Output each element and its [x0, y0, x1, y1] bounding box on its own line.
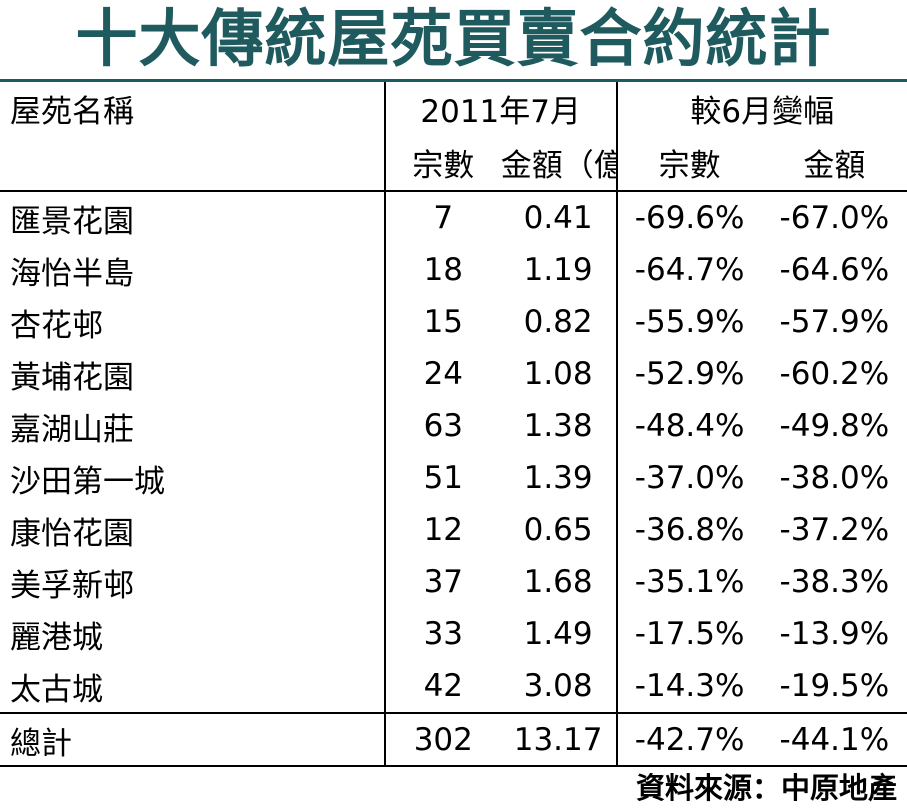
amount-cell: 1.39	[500, 452, 618, 504]
change-amount-cell: -19.5%	[779, 668, 890, 704]
change-count-cell: -17.5%	[634, 616, 745, 652]
count-cell: 63	[423, 408, 464, 444]
count-cell: 42	[423, 668, 464, 704]
data-table: 屋苑名稱 2011年7月 較6月變幅 宗數 金額（億元） 宗數 金額 匯景花園 7…	[0, 79, 907, 766]
amount-cell: 0.82	[500, 296, 618, 348]
change-count-cell: -36.8%	[634, 512, 745, 548]
table-row: 麗港城 33 1.49 -17.5% -13.9%	[0, 608, 907, 660]
estate-name-cell: 太古城	[0, 660, 386, 713]
header-name: 屋苑名稱	[0, 80, 386, 135]
count-cell: 51	[423, 460, 464, 496]
source-note: 資料來源：中原地產	[635, 771, 897, 805]
estate-name-cell: 美孚新邨	[0, 556, 386, 608]
amount-cell: 13.17	[500, 713, 618, 766]
estate-name-cell: 麗港城	[0, 608, 386, 660]
estate-name-cell: 黃埔花園	[0, 348, 386, 400]
header-change-count: 宗數	[658, 148, 721, 184]
amount-cell: 1.08	[500, 348, 618, 400]
amount-cell: 1.68	[500, 556, 618, 608]
header-name-blank	[0, 135, 386, 191]
change-count-cell: -42.7%	[634, 722, 745, 758]
table-row: 沙田第一城 51 1.39 -37.0% -38.0%	[0, 452, 907, 504]
count-cell: 18	[423, 252, 464, 288]
estate-name-cell: 沙田第一城	[0, 452, 386, 504]
change-amount-cell: -38.3%	[779, 564, 890, 600]
table-row: 匯景花園 7 0.41 -69.6% -67.0%	[0, 191, 907, 244]
table-row: 美孚新邨 37 1.68 -35.1% -38.3%	[0, 556, 907, 608]
header-amount: 金額（億元）	[500, 135, 618, 191]
amount-cell: 1.19	[500, 244, 618, 296]
change-count-cell: -55.9%	[634, 304, 745, 340]
estate-name-cell: 嘉湖山莊	[0, 400, 386, 452]
change-amount-cell: -13.9%	[779, 616, 890, 652]
amount-cell: 0.41	[500, 191, 618, 244]
chart-title: 十大傳統屋苑買賣合約統計	[75, 2, 832, 75]
header-period: 2011年7月	[385, 81, 617, 136]
change-count-cell: -14.3%	[634, 668, 745, 704]
table-row: 杏花邨 15 0.82 -55.9% -57.9%	[0, 296, 907, 348]
count-cell: 302	[413, 722, 473, 758]
count-cell: 7	[433, 200, 454, 236]
header-row-2: 宗數 金額（億元） 宗數 金額	[0, 135, 907, 191]
header-period-label: 2011年7月	[420, 94, 582, 130]
header-change: 較6月變幅	[615, 80, 907, 135]
estate-name-cell: 匯景花園	[0, 191, 386, 244]
estate-name-cell: 海怡半島	[0, 244, 386, 296]
change-count-cell: -52.9%	[634, 356, 745, 392]
table-row: 太古城 42 3.08 -14.3% -19.5%	[0, 660, 907, 713]
amount-cell: 0.65	[500, 504, 618, 556]
bottom-rule	[0, 765, 907, 767]
change-count-cell: -64.7%	[634, 252, 745, 288]
count-cell: 24	[423, 356, 464, 392]
change-amount-cell: -49.8%	[779, 408, 890, 444]
estate-name-cell: 康怡花園	[0, 504, 386, 556]
header-change-label: 較6月變幅	[690, 94, 835, 130]
amount-cell: 1.49	[500, 608, 618, 660]
change-amount-cell: -67.0%	[779, 200, 890, 236]
total-row: 總計 302 13.17 -42.7% -44.1%	[0, 713, 907, 766]
change-amount-cell: -60.2%	[779, 356, 890, 392]
table-row: 黃埔花園 24 1.08 -52.9% -60.2%	[0, 348, 907, 400]
count-cell: 37	[423, 564, 464, 600]
table-row: 嘉湖山莊 63 1.38 -48.4% -49.8%	[0, 400, 907, 452]
change-amount-cell: -37.2%	[779, 512, 890, 548]
amount-cell: 1.38	[500, 400, 618, 452]
change-amount-cell: -44.1%	[779, 722, 890, 758]
change-amount-cell: -38.0%	[779, 460, 890, 496]
change-count-cell: -69.6%	[634, 200, 745, 236]
change-amount-cell: -57.9%	[779, 304, 890, 340]
count-cell: 15	[423, 304, 464, 340]
header-change-amount: 金額	[803, 148, 866, 184]
change-count-cell: -37.0%	[634, 460, 745, 496]
table-row: 康怡花園 12 0.65 -36.8% -37.2%	[0, 504, 907, 556]
table-row: 海怡半島 18 1.19 -64.7% -64.6%	[0, 244, 907, 296]
count-cell: 33	[423, 616, 464, 652]
header-count: 宗數	[412, 148, 475, 184]
change-amount-cell: -64.6%	[779, 252, 890, 288]
estate-name-cell: 總計	[0, 713, 386, 766]
estate-name-cell: 杏花邨	[0, 296, 386, 348]
count-cell: 12	[423, 512, 464, 548]
amount-cell: 3.08	[500, 660, 618, 713]
change-count-cell: -35.1%	[634, 564, 745, 600]
header-row-1: 屋苑名稱 2011年7月 較6月變幅	[0, 80, 907, 136]
change-count-cell: -48.4%	[634, 408, 745, 444]
